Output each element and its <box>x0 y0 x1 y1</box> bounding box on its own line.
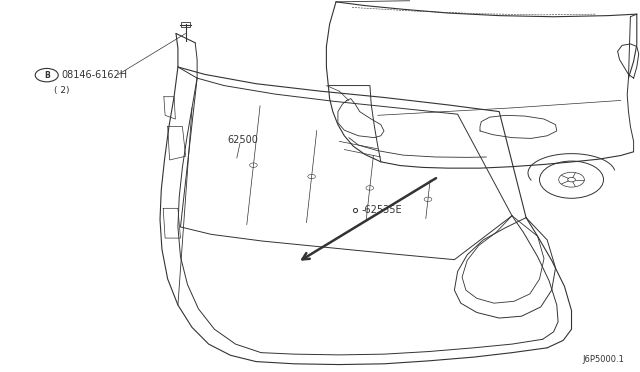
Bar <box>181 22 190 27</box>
Text: ( 2): ( 2) <box>54 86 70 94</box>
Text: B: B <box>44 71 49 80</box>
Text: 08146-6162H: 08146-6162H <box>61 70 127 80</box>
Text: 62500: 62500 <box>227 135 258 144</box>
Text: J6P5000.1: J6P5000.1 <box>582 355 624 364</box>
Text: -62535E: -62535E <box>362 205 402 215</box>
